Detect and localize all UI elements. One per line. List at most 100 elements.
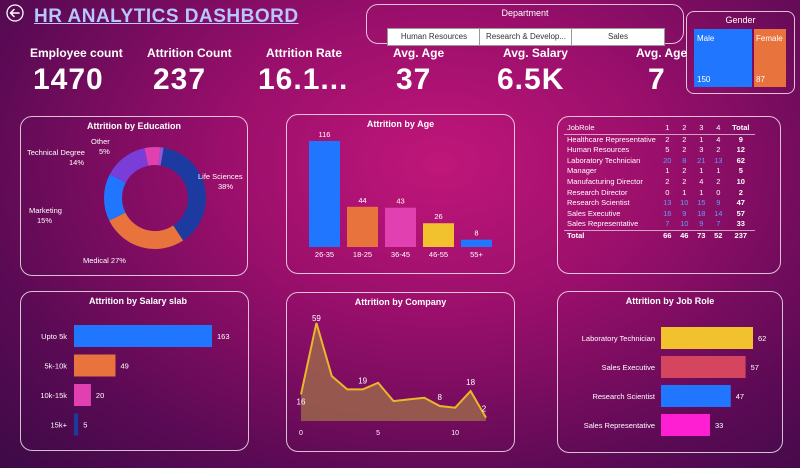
salary-bar-chart: 163 Upto 5k 49 5k-10k 20 10k-15k 5 15k+: [40, 325, 230, 436]
table-cell: Research Director: [567, 187, 628, 197]
table-cell: 0: [665, 187, 670, 197]
salary-category-label: 10k-15k: [40, 391, 67, 400]
jobrole-category-label: Laboratory Technician: [582, 334, 655, 343]
company-area-fill: [301, 322, 486, 421]
table-cell: 9: [716, 198, 721, 208]
table-cell: Sales Executive: [567, 208, 621, 218]
jobrole-bar-chart: 62 Laboratory Technician 57 Sales Executive…: [582, 327, 766, 436]
table-row: Sales Representative 7 10 9 7 33: [564, 219, 755, 230]
age-chart-title: Attrition by Age: [366, 119, 435, 129]
salary-bar-value: 49: [120, 362, 128, 371]
education-chart-title: Attrition by Education: [87, 121, 181, 131]
kpi-attrition-count-label: Attrition Count: [147, 46, 232, 60]
table-cell: 10: [680, 198, 689, 208]
salary-bar-value: 20: [96, 391, 104, 400]
table-cell: 2: [665, 134, 670, 144]
education-slice-value: 5%: [99, 147, 110, 156]
department-option-sales[interactable]: Sales: [571, 28, 665, 46]
table-cell: 2: [682, 166, 687, 176]
table-cell: 47: [736, 198, 745, 208]
table-cell: Manufacturing Director: [567, 176, 643, 186]
company-xtick-label: 10: [451, 430, 459, 437]
gender-slicer-title: Gender: [725, 15, 756, 25]
department-option-rd[interactable]: Research & Develop...: [479, 28, 573, 46]
education-slice-label: Technical Degree: [27, 148, 85, 157]
table-cell: 73: [697, 230, 706, 240]
table-row: Human Resources 5 2 3 2 12: [564, 145, 755, 156]
table-cell: 2: [716, 145, 721, 155]
jobrole-bar-value: 57: [751, 363, 759, 372]
age-bar-value: 44: [358, 196, 366, 205]
age-bar-value: 8: [474, 229, 478, 238]
table-cell: 1: [716, 166, 721, 176]
education-slice-5: [158, 147, 164, 166]
table-cell: Human Resources: [567, 145, 630, 155]
department-option-hr[interactable]: Human Resources: [387, 28, 481, 46]
salary-bar-1: [74, 354, 116, 377]
table-cell: Research Scientist: [567, 198, 630, 208]
table-cell: 4: [716, 134, 721, 144]
column-header: JobRole: [567, 123, 595, 132]
table-cell: 1: [665, 166, 670, 176]
table-cell: 9: [738, 134, 743, 144]
department-slicer-title: Department: [501, 8, 549, 18]
education-slice-label: Life Sciences: [198, 172, 243, 181]
age-category-label: 26-35: [315, 250, 334, 259]
table-cell: 10: [736, 176, 745, 186]
column-header: Total: [732, 123, 750, 132]
jobrole-bar-0: [661, 327, 753, 349]
table-row: Research Scientist 13 10 15 9 47: [564, 198, 755, 209]
column-header: 3: [699, 123, 704, 132]
table-cell: 7: [716, 219, 721, 229]
jobrole-category-label: Sales Representative: [584, 421, 655, 430]
table-cell: 2: [682, 176, 687, 186]
company-area-chart: 16 59 19 8 18 2 0 5 10: [297, 314, 487, 437]
jobrole-category-label: Research Scientist: [592, 392, 655, 401]
age-bar-value: 26: [434, 212, 442, 221]
table-cell: 0: [716, 187, 721, 197]
jobrole-header-row: JobRole 1 2 3 4 Total: [564, 123, 755, 135]
table-row: Manufacturing Director 2 2 4 2 10: [564, 177, 755, 188]
company-xtick-label: 5: [376, 430, 380, 437]
gender-female-tile[interactable]: Female 87: [754, 29, 786, 87]
gender-female-value: 87: [756, 75, 765, 84]
jobrole-bar-value: 62: [758, 334, 766, 343]
education-slice-value: 14%: [69, 158, 84, 167]
column-header: 1: [665, 123, 670, 132]
kpi-avg-salary-label: Avg. Salary: [503, 46, 568, 60]
kpi-avg-years-label: Avg. Age: [636, 46, 688, 60]
table-cell: 2: [738, 187, 743, 197]
table-cell: 5: [665, 145, 670, 155]
kpi-avg-age-label: Avg. Age: [393, 46, 445, 60]
salary-category-label: Upto 5k: [41, 332, 67, 341]
education-slice-label: Marketing: [29, 206, 62, 215]
back-arrow-icon[interactable]: [6, 4, 24, 22]
age-bar-55+: [461, 239, 492, 247]
salary-bar-2: [74, 384, 91, 406]
age-bar-chart: 116 26-35 44 18-25 43 36-45 26 46-55 8 55+: [309, 130, 492, 259]
gender-slicer: Gender Male 150 Female 87: [686, 11, 795, 94]
table-cell: 9: [699, 219, 704, 229]
gender-male-label: Male: [697, 34, 715, 43]
kpi-avg-salary-value: 6.5K: [497, 63, 565, 96]
table-cell: Sales Representative: [567, 219, 639, 229]
department-slicer: Department Human Resources Research & De…: [366, 4, 684, 46]
table-cell: 18: [697, 208, 706, 218]
company-point-label: 18: [466, 378, 475, 387]
age-category-label: 36-45: [391, 250, 410, 259]
salary-bar-3: [74, 413, 79, 436]
education-slice-value: 15%: [37, 216, 52, 225]
table-cell: 13: [663, 198, 672, 208]
gender-female-label: Female: [756, 34, 783, 43]
education-slice-4: [144, 147, 161, 166]
salary-chart-title: Attrition by Salary slab: [89, 296, 188, 306]
age-bar-value: 116: [319, 130, 331, 139]
table-cell: 10: [680, 219, 689, 229]
table-cell: 2: [682, 145, 687, 155]
table-row: Manager 1 2 1 1 5: [564, 166, 755, 177]
gender-male-tile[interactable]: Male 150: [694, 29, 752, 87]
education-slice-1: [109, 212, 184, 250]
table-cell: 2: [682, 134, 687, 144]
table-cell: 16: [663, 208, 672, 218]
jobrole-bar-2: [661, 385, 731, 407]
